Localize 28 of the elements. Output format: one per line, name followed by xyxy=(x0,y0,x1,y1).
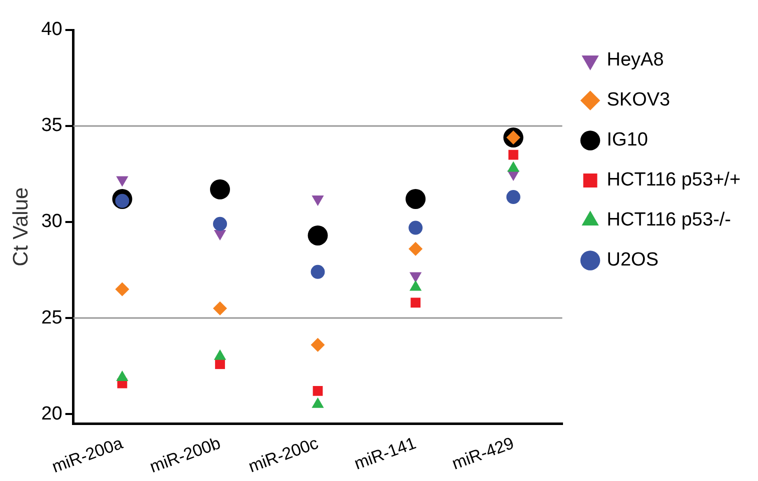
point xyxy=(506,190,520,204)
point xyxy=(310,264,325,279)
legend-label: HCT116 p53-/- xyxy=(606,210,732,231)
y-tick-label: 30 xyxy=(41,211,62,232)
point xyxy=(508,150,518,160)
legend-label: HCT116 p53+/+ xyxy=(606,170,741,191)
point xyxy=(408,220,423,235)
y-tick-label: 40 xyxy=(41,19,62,40)
y-tick-label: 20 xyxy=(41,403,62,424)
point xyxy=(116,370,128,382)
y-tick-label: 25 xyxy=(41,307,62,328)
legend-label: SKOV3 xyxy=(606,90,670,111)
point xyxy=(310,338,325,352)
point xyxy=(408,242,423,256)
point xyxy=(215,359,225,370)
y-axis-title: Ct Value xyxy=(9,187,32,266)
point xyxy=(406,188,426,209)
point xyxy=(410,298,421,308)
y-tick-label: 35 xyxy=(41,115,62,136)
point xyxy=(213,216,228,231)
point xyxy=(210,179,230,200)
legend-label: IG10 xyxy=(606,130,648,151)
point xyxy=(312,386,323,396)
legend-label: HeyA8 xyxy=(606,50,664,71)
point xyxy=(308,225,328,246)
legend-label: U2OS xyxy=(606,250,658,271)
point xyxy=(115,282,130,296)
point xyxy=(213,301,228,316)
